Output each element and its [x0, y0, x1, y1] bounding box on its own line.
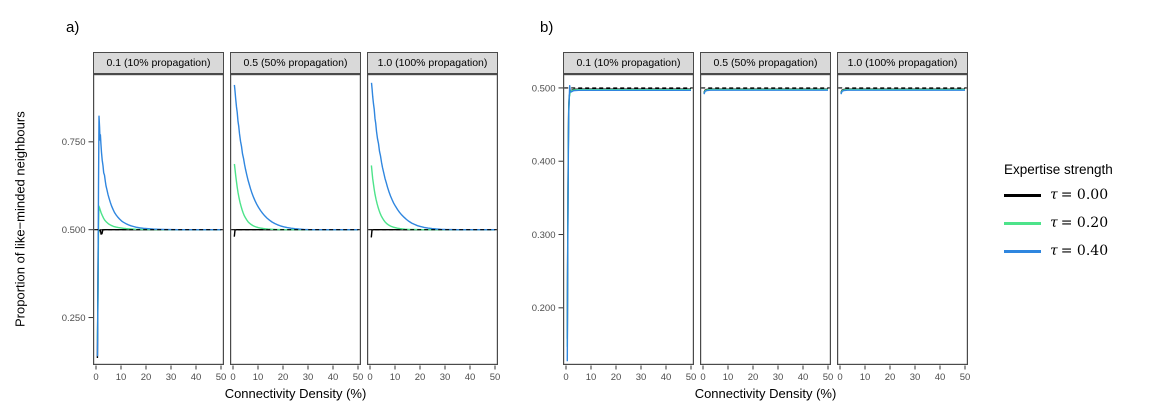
x-tick-label: 0: [837, 372, 842, 383]
x-tick-label: 0: [230, 372, 235, 383]
x-tick-label: 30: [303, 372, 314, 383]
x-tick-label: 50: [353, 372, 364, 383]
x-tick-label: 40: [191, 372, 202, 383]
x-tick-label: 30: [166, 372, 177, 383]
facet-strip-b-1: 0.5 (50% propagation): [700, 52, 831, 74]
x-axis-title-b: Connectivity Density (%): [694, 386, 837, 401]
legend: Expertise strength τ = 0.00 τ = 0.20 τ = 0.…: [1004, 162, 1164, 271]
facet-strip-b-2: 1.0 (100% propagation): [837, 52, 968, 74]
series-line-tau-0.40: [96, 115, 221, 357]
y-tick-label: 0.500: [532, 83, 556, 94]
x-tick-label: 0: [563, 372, 568, 383]
x-tick-label: 40: [661, 372, 672, 383]
series-line-tau-0.40: [370, 82, 495, 231]
legend-swatch-tau-020: [1004, 221, 1041, 225]
panel-background: [367, 74, 499, 365]
panel-a-tag: a): [66, 19, 80, 36]
series-line-tau-0.40: [566, 85, 691, 362]
series-line-tau-0.40: [840, 89, 965, 95]
legend-value: = 0.20: [1060, 215, 1109, 231]
x-tick-label: 40: [798, 372, 809, 383]
legend-item-tau-000: τ = 0.00: [1004, 187, 1164, 203]
y-tick-label: 0.750: [62, 137, 86, 148]
panel-background: [563, 74, 695, 365]
x-tick-label: 30: [440, 372, 451, 383]
series-line-tau-0.20: [370, 165, 495, 231]
legend-label-tau-020: τ = 0.20: [1050, 215, 1108, 231]
panel-background: [700, 74, 832, 365]
facet-strip-a-2: 1.0 (100% propagation): [367, 52, 498, 74]
y-tick-label: 0.250: [62, 313, 86, 324]
facet-plot-a-0: 0 10 20 30 40 50 0.750 0.500 0.250: [62, 74, 227, 383]
facet-plot-b-2: 0 10 20 30 40 50: [837, 74, 971, 383]
x-tick-label: 10: [723, 372, 734, 383]
legend-item-tau-020: τ = 0.20: [1004, 215, 1164, 231]
x-tick-label: 20: [611, 372, 622, 383]
y-tick-label: 0.400: [532, 157, 556, 168]
x-tick-label: 10: [116, 372, 127, 383]
tau-symbol: τ: [1050, 243, 1058, 259]
series-line-tau-0.40: [233, 84, 358, 231]
x-tick-label: 50: [686, 372, 697, 383]
tau-symbol: τ: [1050, 215, 1058, 231]
legend-value: = 0.00: [1060, 187, 1109, 203]
x-tick-label: 40: [328, 372, 339, 383]
x-tick-label: 0: [93, 372, 98, 383]
legend-title: Expertise strength: [1004, 162, 1113, 177]
x-axis-title-a: Connectivity Density (%): [224, 386, 367, 401]
x-tick-label: 20: [415, 372, 426, 383]
x-tick-label: 20: [278, 372, 289, 383]
panel-b-tag: b): [540, 19, 554, 36]
y-axis-title: Proportion of like−minded neighbours: [12, 111, 28, 328]
x-tick-label: 20: [748, 372, 759, 383]
series-line-tau-0.20: [96, 205, 221, 341]
legend-label-tau-040: τ = 0.40: [1050, 243, 1108, 259]
x-tick-label: 10: [860, 372, 871, 383]
facet-strip-b-0: 0.1 (10% propagation): [563, 52, 694, 74]
x-tick-label: 50: [490, 372, 501, 383]
legend-label-tau-000: τ = 0.00: [1050, 187, 1108, 203]
x-tick-label: 0: [700, 372, 705, 383]
legend-swatch-tau-000: [1004, 193, 1041, 197]
x-tick-label: 0: [367, 372, 372, 383]
y-tick-label: 0.200: [532, 303, 556, 314]
x-tick-label: 40: [935, 372, 946, 383]
facet-plot-b-0: 0 10 20 30 40 50 0.500 0.400 0.300 0.200: [532, 74, 697, 383]
facet-strip-a-1: 0.5 (50% propagation): [230, 52, 361, 74]
tau-symbol: τ: [1050, 187, 1058, 203]
x-tick-label: 30: [636, 372, 647, 383]
x-tick-label: 30: [910, 372, 921, 383]
facet-plot-b-1: 0 10 20 30 40 50: [700, 74, 834, 383]
legend-swatch-tau-040: [1004, 249, 1041, 253]
x-tick-label: 50: [823, 372, 834, 383]
x-tick-label: 20: [885, 372, 896, 383]
facet-plot-a-1: 0 10 20 30 40 50: [230, 74, 364, 383]
facet-plot-a-2: 0 10 20 30 40 50: [367, 74, 501, 383]
x-tick-label: 50: [216, 372, 227, 383]
panel-background: [93, 74, 225, 365]
x-tick-label: 10: [253, 372, 264, 383]
legend-item-tau-040: τ = 0.40: [1004, 243, 1164, 259]
x-tick-label: 20: [141, 372, 152, 383]
panel-background: [230, 74, 362, 365]
legend-value: = 0.40: [1060, 243, 1109, 259]
y-tick-label: 0.300: [532, 230, 556, 241]
x-tick-label: 10: [586, 372, 597, 383]
panel-background: [837, 74, 969, 365]
series-line-tau-0.40: [703, 89, 828, 95]
y-tick-label: 0.500: [62, 225, 86, 236]
x-tick-label: 10: [390, 372, 401, 383]
x-tick-label: 40: [465, 372, 476, 383]
facet-strip-a-0: 0.1 (10% propagation): [93, 52, 224, 74]
x-tick-label: 50: [960, 372, 971, 383]
series-line-tau-0.20: [233, 163, 358, 231]
x-tick-label: 30: [773, 372, 784, 383]
